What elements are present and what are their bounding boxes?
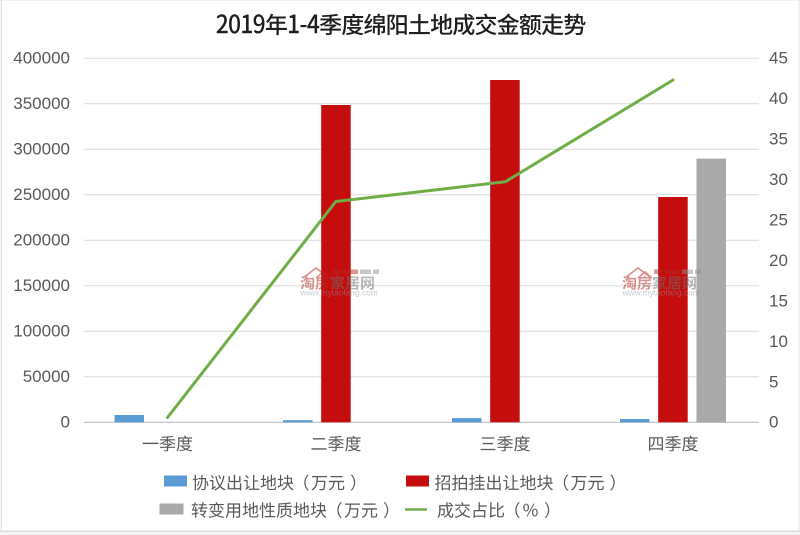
svg-text:250000: 250000 <box>13 185 70 204</box>
svg-text:15: 15 <box>769 291 788 310</box>
svg-text:350000: 350000 <box>13 94 70 113</box>
svg-text:20: 20 <box>769 251 788 270</box>
svg-text:45: 45 <box>769 49 788 68</box>
svg-text:www.mytaofang.com: www.mytaofang.com <box>300 288 378 298</box>
svg-text:150000: 150000 <box>13 276 70 295</box>
svg-text:300000: 300000 <box>13 140 70 159</box>
svg-text:10: 10 <box>769 332 788 351</box>
svg-text:40: 40 <box>769 89 788 108</box>
svg-text:5: 5 <box>769 372 778 391</box>
svg-text:25: 25 <box>769 211 788 230</box>
svg-text:0: 0 <box>769 413 778 432</box>
svg-text:50000: 50000 <box>23 367 70 386</box>
svg-text:0: 0 <box>61 413 70 432</box>
svg-text:35: 35 <box>769 130 788 149</box>
svg-text:www.mytaofang.com: www.mytaofang.com <box>622 288 700 298</box>
svg-text:30: 30 <box>769 170 788 189</box>
svg-text:200000: 200000 <box>13 231 70 250</box>
svg-text:100000: 100000 <box>13 322 70 341</box>
svg-text:400000: 400000 <box>13 49 70 68</box>
